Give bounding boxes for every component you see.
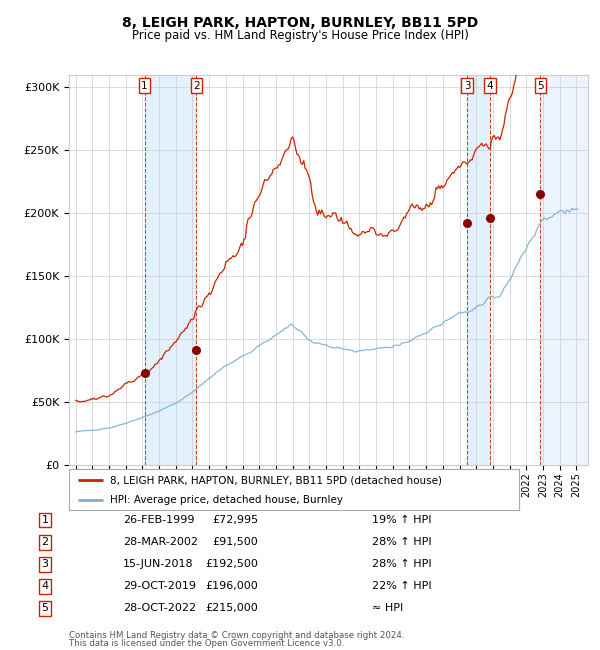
Text: 2: 2 — [41, 537, 49, 547]
Text: 26-FEB-1999: 26-FEB-1999 — [123, 515, 194, 525]
Bar — [540, 75, 588, 465]
Text: 5: 5 — [537, 81, 544, 90]
Text: 28-OCT-2022: 28-OCT-2022 — [123, 603, 196, 614]
Text: £192,500: £192,500 — [205, 559, 258, 569]
Text: 28-MAR-2002: 28-MAR-2002 — [123, 537, 198, 547]
Text: 4: 4 — [487, 81, 493, 90]
Text: This data is licensed under the Open Government Licence v3.0.: This data is licensed under the Open Gov… — [69, 639, 344, 648]
Text: £91,500: £91,500 — [212, 537, 258, 547]
Text: 1: 1 — [141, 81, 148, 90]
Text: HPI: Average price, detached house, Burnley: HPI: Average price, detached house, Burn… — [110, 495, 343, 505]
Text: £72,995: £72,995 — [212, 515, 258, 525]
Text: 1: 1 — [41, 515, 49, 525]
Text: 3: 3 — [464, 81, 470, 90]
Text: 15-JUN-2018: 15-JUN-2018 — [123, 559, 194, 569]
Text: 5: 5 — [41, 603, 49, 614]
Text: 8, LEIGH PARK, HAPTON, BURNLEY, BB11 5PD (detached house): 8, LEIGH PARK, HAPTON, BURNLEY, BB11 5PD… — [110, 475, 442, 486]
Text: 8, LEIGH PARK, HAPTON, BURNLEY, BB11 5PD: 8, LEIGH PARK, HAPTON, BURNLEY, BB11 5PD — [122, 16, 478, 31]
Text: 3: 3 — [41, 559, 49, 569]
Text: 28% ↑ HPI: 28% ↑ HPI — [372, 537, 431, 547]
Text: £196,000: £196,000 — [205, 581, 258, 592]
Text: £215,000: £215,000 — [205, 603, 258, 614]
Text: Price paid vs. HM Land Registry's House Price Index (HPI): Price paid vs. HM Land Registry's House … — [131, 29, 469, 42]
Text: 22% ↑ HPI: 22% ↑ HPI — [372, 581, 431, 592]
Bar — [145, 75, 196, 465]
Bar — [467, 75, 490, 465]
Text: 29-OCT-2019: 29-OCT-2019 — [123, 581, 196, 592]
Text: 19% ↑ HPI: 19% ↑ HPI — [372, 515, 431, 525]
Text: 28% ↑ HPI: 28% ↑ HPI — [372, 559, 431, 569]
Text: ≈ HPI: ≈ HPI — [372, 603, 403, 614]
Text: 4: 4 — [41, 581, 49, 592]
Text: 2: 2 — [193, 81, 200, 90]
Text: Contains HM Land Registry data © Crown copyright and database right 2024.: Contains HM Land Registry data © Crown c… — [69, 630, 404, 640]
